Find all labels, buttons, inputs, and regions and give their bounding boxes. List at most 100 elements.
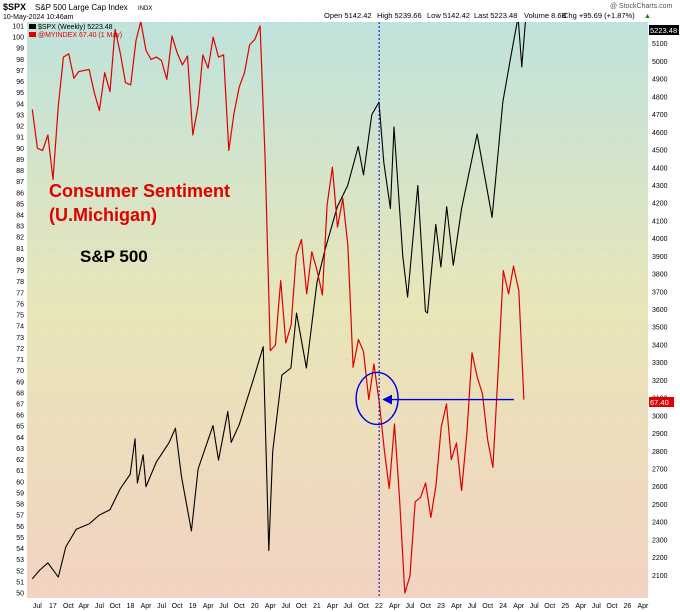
left-tick-label: 79 xyxy=(16,268,24,275)
x-tick-label: 25 xyxy=(561,603,569,610)
right-tick-label: 4900 xyxy=(652,77,668,84)
x-tick-label: Apr xyxy=(637,603,649,610)
x-tick-label: Jul xyxy=(406,603,415,610)
plot-background xyxy=(27,22,648,598)
right-tick-label: 3300 xyxy=(652,360,668,367)
change-up-icon: ▲ xyxy=(644,13,651,20)
left-tick-label: 62 xyxy=(16,457,24,464)
chart-date: 10-May-2024 10:46am xyxy=(3,14,74,21)
exchange: INDX xyxy=(138,6,152,12)
left-tick-label: 64 xyxy=(16,435,24,442)
left-tick-label: 93 xyxy=(16,112,24,119)
left-tick-label: 96 xyxy=(16,79,24,86)
left-tick-label: 92 xyxy=(16,124,24,131)
left-tick-label: 57 xyxy=(16,513,24,520)
right-tick-label: 3600 xyxy=(652,307,668,314)
x-tick-label: 17 xyxy=(49,603,57,610)
left-tick-label: 81 xyxy=(16,246,24,253)
right-tick-label: 4800 xyxy=(652,94,668,101)
left-tick-label: 54 xyxy=(16,546,24,553)
right-tick-label: 4200 xyxy=(652,201,668,208)
left-tick-label: 82 xyxy=(16,235,24,242)
right-tick-label: 2500 xyxy=(652,502,668,509)
x-tick-label: Apr xyxy=(513,603,525,610)
right-tick-label: 3800 xyxy=(652,272,668,279)
sentiment-last-badge: 67.40 xyxy=(650,398,669,407)
legend-swatch-spx xyxy=(29,24,36,29)
right-axis: 2100 2200 2300 2400 2500 2600 2700 2800 2900 3000… xyxy=(652,41,668,580)
left-tick-label: 91 xyxy=(16,135,24,142)
left-tick-label: 60 xyxy=(16,479,24,486)
left-tick-label: 89 xyxy=(16,157,24,164)
right-tick-label: 3200 xyxy=(652,378,668,385)
x-tick-label: Jul xyxy=(468,603,477,610)
left-tick-label: 68 xyxy=(16,390,24,397)
annotation-layer xyxy=(355,22,514,598)
series-spx-line xyxy=(31,22,526,580)
right-tick-label: 2100 xyxy=(652,573,668,580)
left-tick-label: 67 xyxy=(16,402,24,409)
x-tick-label: Apr xyxy=(78,603,90,610)
x-tick-label: Jul xyxy=(33,603,42,610)
x-tick-label: 22 xyxy=(375,603,383,610)
left-tick-label: 72 xyxy=(16,346,24,353)
left-tick-label: 75 xyxy=(16,313,24,320)
x-tick-label: Oct xyxy=(358,603,369,610)
left-tick-label: 100 xyxy=(12,35,24,42)
right-tick-label: 2900 xyxy=(652,431,668,438)
left-tick-label: 83 xyxy=(16,224,24,231)
x-tick-label: Jul xyxy=(95,603,104,610)
x-tick-label: Oct xyxy=(544,603,555,610)
left-tick-label: 55 xyxy=(16,535,24,542)
x-tick-label: 20 xyxy=(251,603,259,610)
x-tick-label: Jul xyxy=(157,603,166,610)
left-tick-label: 97 xyxy=(16,68,24,75)
right-tick-label: 2600 xyxy=(652,484,668,491)
legend-swatch-sentiment xyxy=(29,32,36,37)
open-value: Open 5142.42 xyxy=(324,11,372,20)
right-tick-label: 2800 xyxy=(652,449,668,456)
left-tick-label: 58 xyxy=(16,502,24,509)
high-value: High 5239.66 xyxy=(377,11,422,20)
right-tick-label: 3000 xyxy=(652,413,668,420)
x-tick-label: Jul xyxy=(343,603,352,610)
highlight-ellipse xyxy=(355,371,399,426)
symbol: $SPX xyxy=(3,2,26,12)
right-tick-label: 4500 xyxy=(652,148,668,155)
left-tick-label: 59 xyxy=(16,490,24,497)
x-tick-label: Oct xyxy=(296,603,307,610)
right-tick-label: 5000 xyxy=(652,59,668,66)
left-tick-label: 69 xyxy=(16,379,24,386)
left-tick-label: 50 xyxy=(16,591,24,598)
legend: $SPX (Weekly) 5223.48 @MYINDEX 67.40 (1 … xyxy=(29,24,122,39)
x-tick-label: Oct xyxy=(110,603,121,610)
bottom-axis: Jul 17 Oct Apr Jul Oct 18 Apr Jul Oct 19 Apr Jul Oct 2… xyxy=(33,603,649,610)
left-tick-label: 80 xyxy=(16,257,24,264)
x-tick-label: Apr xyxy=(203,603,215,610)
x-tick-label: Oct xyxy=(482,603,493,610)
left-tick-label: 85 xyxy=(16,201,24,208)
x-tick-label: Apr xyxy=(575,603,587,610)
left-tick-label: 98 xyxy=(16,57,24,64)
left-tick-label: 84 xyxy=(16,213,24,220)
change-value: Chg +95.69 (+1.87%) xyxy=(563,11,635,20)
left-tick-label: 76 xyxy=(16,301,24,308)
left-tick-label: 65 xyxy=(16,424,24,431)
left-tick-label: 51 xyxy=(16,579,24,586)
left-axis: 50 51 52 53 54 55 56 57 58 59 60 61 62 63 64 65 66 67 68 69… xyxy=(12,24,24,598)
left-tick-label: 101 xyxy=(12,24,24,31)
legend-spx: $SPX (Weekly) 5223.48 xyxy=(38,24,113,31)
left-tick-label: 90 xyxy=(16,146,24,153)
sentiment-title-line1: Consumer Sentiment xyxy=(49,181,230,201)
left-tick-label: 88 xyxy=(16,168,24,175)
right-tick-label: 4700 xyxy=(652,112,668,119)
x-tick-label: Jul xyxy=(219,603,228,610)
x-tick-label: 24 xyxy=(499,603,507,610)
index-name: S&P 500 Large Cap Index xyxy=(35,3,128,12)
x-tick-label: Apr xyxy=(141,603,153,610)
right-tick-label: 2200 xyxy=(652,555,668,562)
left-tick-label: 78 xyxy=(16,279,24,286)
right-tick-label: 2300 xyxy=(652,537,668,544)
last-value: Last 5223.48 xyxy=(474,11,517,20)
